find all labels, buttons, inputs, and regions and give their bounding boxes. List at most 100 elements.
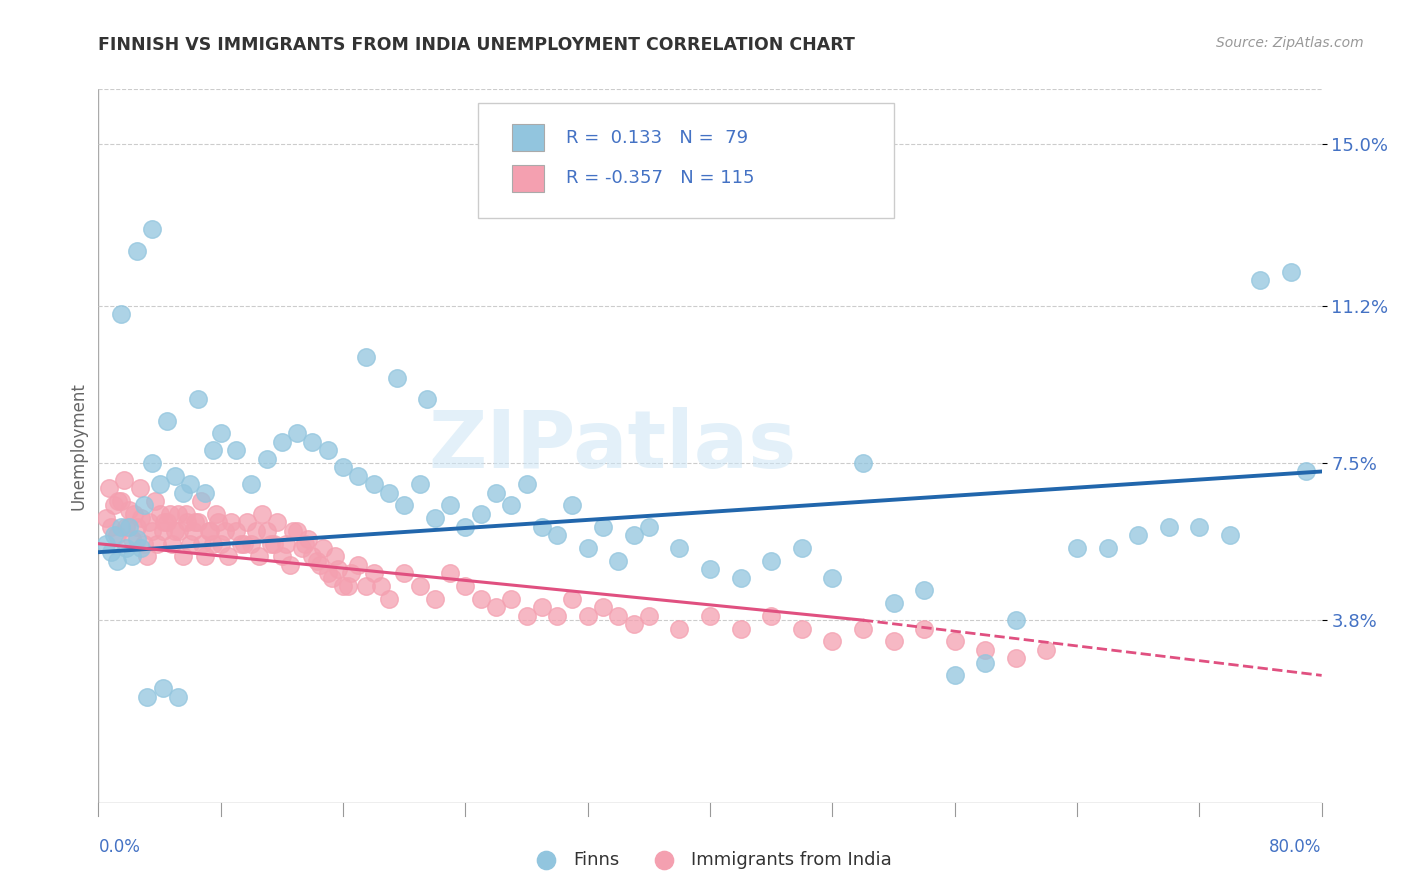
Point xyxy=(221,516,243,530)
Point xyxy=(312,541,335,555)
Point xyxy=(607,608,630,623)
Point xyxy=(821,571,844,585)
Point xyxy=(141,524,163,538)
Point xyxy=(276,537,298,551)
Point xyxy=(852,622,875,636)
Point xyxy=(240,477,263,491)
Point xyxy=(501,591,523,606)
Point xyxy=(546,528,568,542)
Point xyxy=(883,634,905,648)
Point xyxy=(347,558,370,572)
Point xyxy=(270,549,292,564)
Point xyxy=(136,690,159,704)
FancyBboxPatch shape xyxy=(478,103,894,218)
Point xyxy=(392,499,416,513)
Point xyxy=(159,507,181,521)
Point xyxy=(470,591,492,606)
Point xyxy=(232,537,254,551)
Point xyxy=(174,507,197,521)
Point xyxy=(1066,541,1088,555)
Point xyxy=(301,434,323,449)
Point xyxy=(225,443,247,458)
Point xyxy=(316,566,339,581)
Point xyxy=(125,533,148,547)
Point xyxy=(198,524,221,538)
Point xyxy=(516,608,538,623)
Point xyxy=(316,443,339,458)
Point xyxy=(107,494,129,508)
Point xyxy=(561,499,583,513)
Point xyxy=(207,516,229,530)
Point xyxy=(576,541,599,555)
Text: R = -0.357   N = 115: R = -0.357 N = 115 xyxy=(567,169,755,187)
Text: Source: ZipAtlas.com: Source: ZipAtlas.com xyxy=(1216,36,1364,50)
Point xyxy=(883,596,905,610)
Point xyxy=(363,477,385,491)
Point xyxy=(470,507,492,521)
Point xyxy=(121,549,143,564)
Point xyxy=(378,485,401,500)
Point xyxy=(1035,643,1057,657)
Point xyxy=(454,519,477,533)
Point xyxy=(263,537,285,551)
Point xyxy=(592,519,614,533)
Point xyxy=(138,516,160,530)
Point xyxy=(184,516,207,530)
Point xyxy=(278,558,301,572)
Point xyxy=(370,579,392,593)
Point xyxy=(339,566,361,581)
Point xyxy=(790,622,813,636)
Point xyxy=(730,622,752,636)
Point xyxy=(332,579,354,593)
Point xyxy=(354,579,377,593)
Point xyxy=(245,524,267,538)
Point xyxy=(105,528,128,542)
Point xyxy=(1219,528,1241,542)
Point xyxy=(167,690,190,704)
Point xyxy=(852,456,875,470)
Point xyxy=(1128,528,1150,542)
Text: ZIPatlas: ZIPatlas xyxy=(427,407,796,485)
Point xyxy=(94,537,117,551)
FancyBboxPatch shape xyxy=(512,165,544,192)
Point xyxy=(530,519,553,533)
Point xyxy=(974,656,997,670)
Point xyxy=(105,554,128,568)
Point xyxy=(145,537,167,551)
Point xyxy=(408,477,430,491)
Point xyxy=(730,571,752,585)
Point xyxy=(699,608,721,623)
Point xyxy=(163,524,186,538)
Point xyxy=(98,482,121,496)
Point xyxy=(172,485,194,500)
Point xyxy=(392,566,416,581)
Legend: Finns, Immigrants from India: Finns, Immigrants from India xyxy=(520,844,900,876)
Point xyxy=(256,451,278,466)
Point xyxy=(546,608,568,623)
Point xyxy=(176,516,198,530)
Point xyxy=(240,537,263,551)
Point xyxy=(197,524,219,538)
Point xyxy=(118,502,141,516)
Point xyxy=(1097,541,1119,555)
Point xyxy=(156,413,179,427)
Point xyxy=(561,591,583,606)
Point xyxy=(94,511,117,525)
Point xyxy=(1279,265,1302,279)
Point xyxy=(1004,651,1026,665)
Point xyxy=(163,468,186,483)
Point xyxy=(187,392,209,407)
Point xyxy=(321,571,343,585)
Point xyxy=(439,566,461,581)
Point xyxy=(209,537,232,551)
Point xyxy=(115,541,138,555)
Point xyxy=(100,545,122,559)
Point xyxy=(202,443,225,458)
Point xyxy=(205,507,228,521)
Point xyxy=(235,516,257,530)
Point xyxy=(229,537,252,551)
Point xyxy=(156,516,179,530)
Point xyxy=(169,524,191,538)
Point xyxy=(115,519,138,533)
Point xyxy=(309,558,332,572)
